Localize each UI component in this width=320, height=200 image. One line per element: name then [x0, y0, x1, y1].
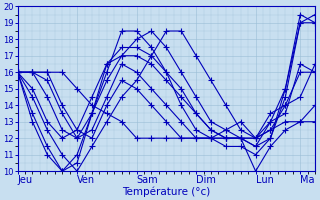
X-axis label: Température (°c): Température (°c)	[122, 187, 211, 197]
